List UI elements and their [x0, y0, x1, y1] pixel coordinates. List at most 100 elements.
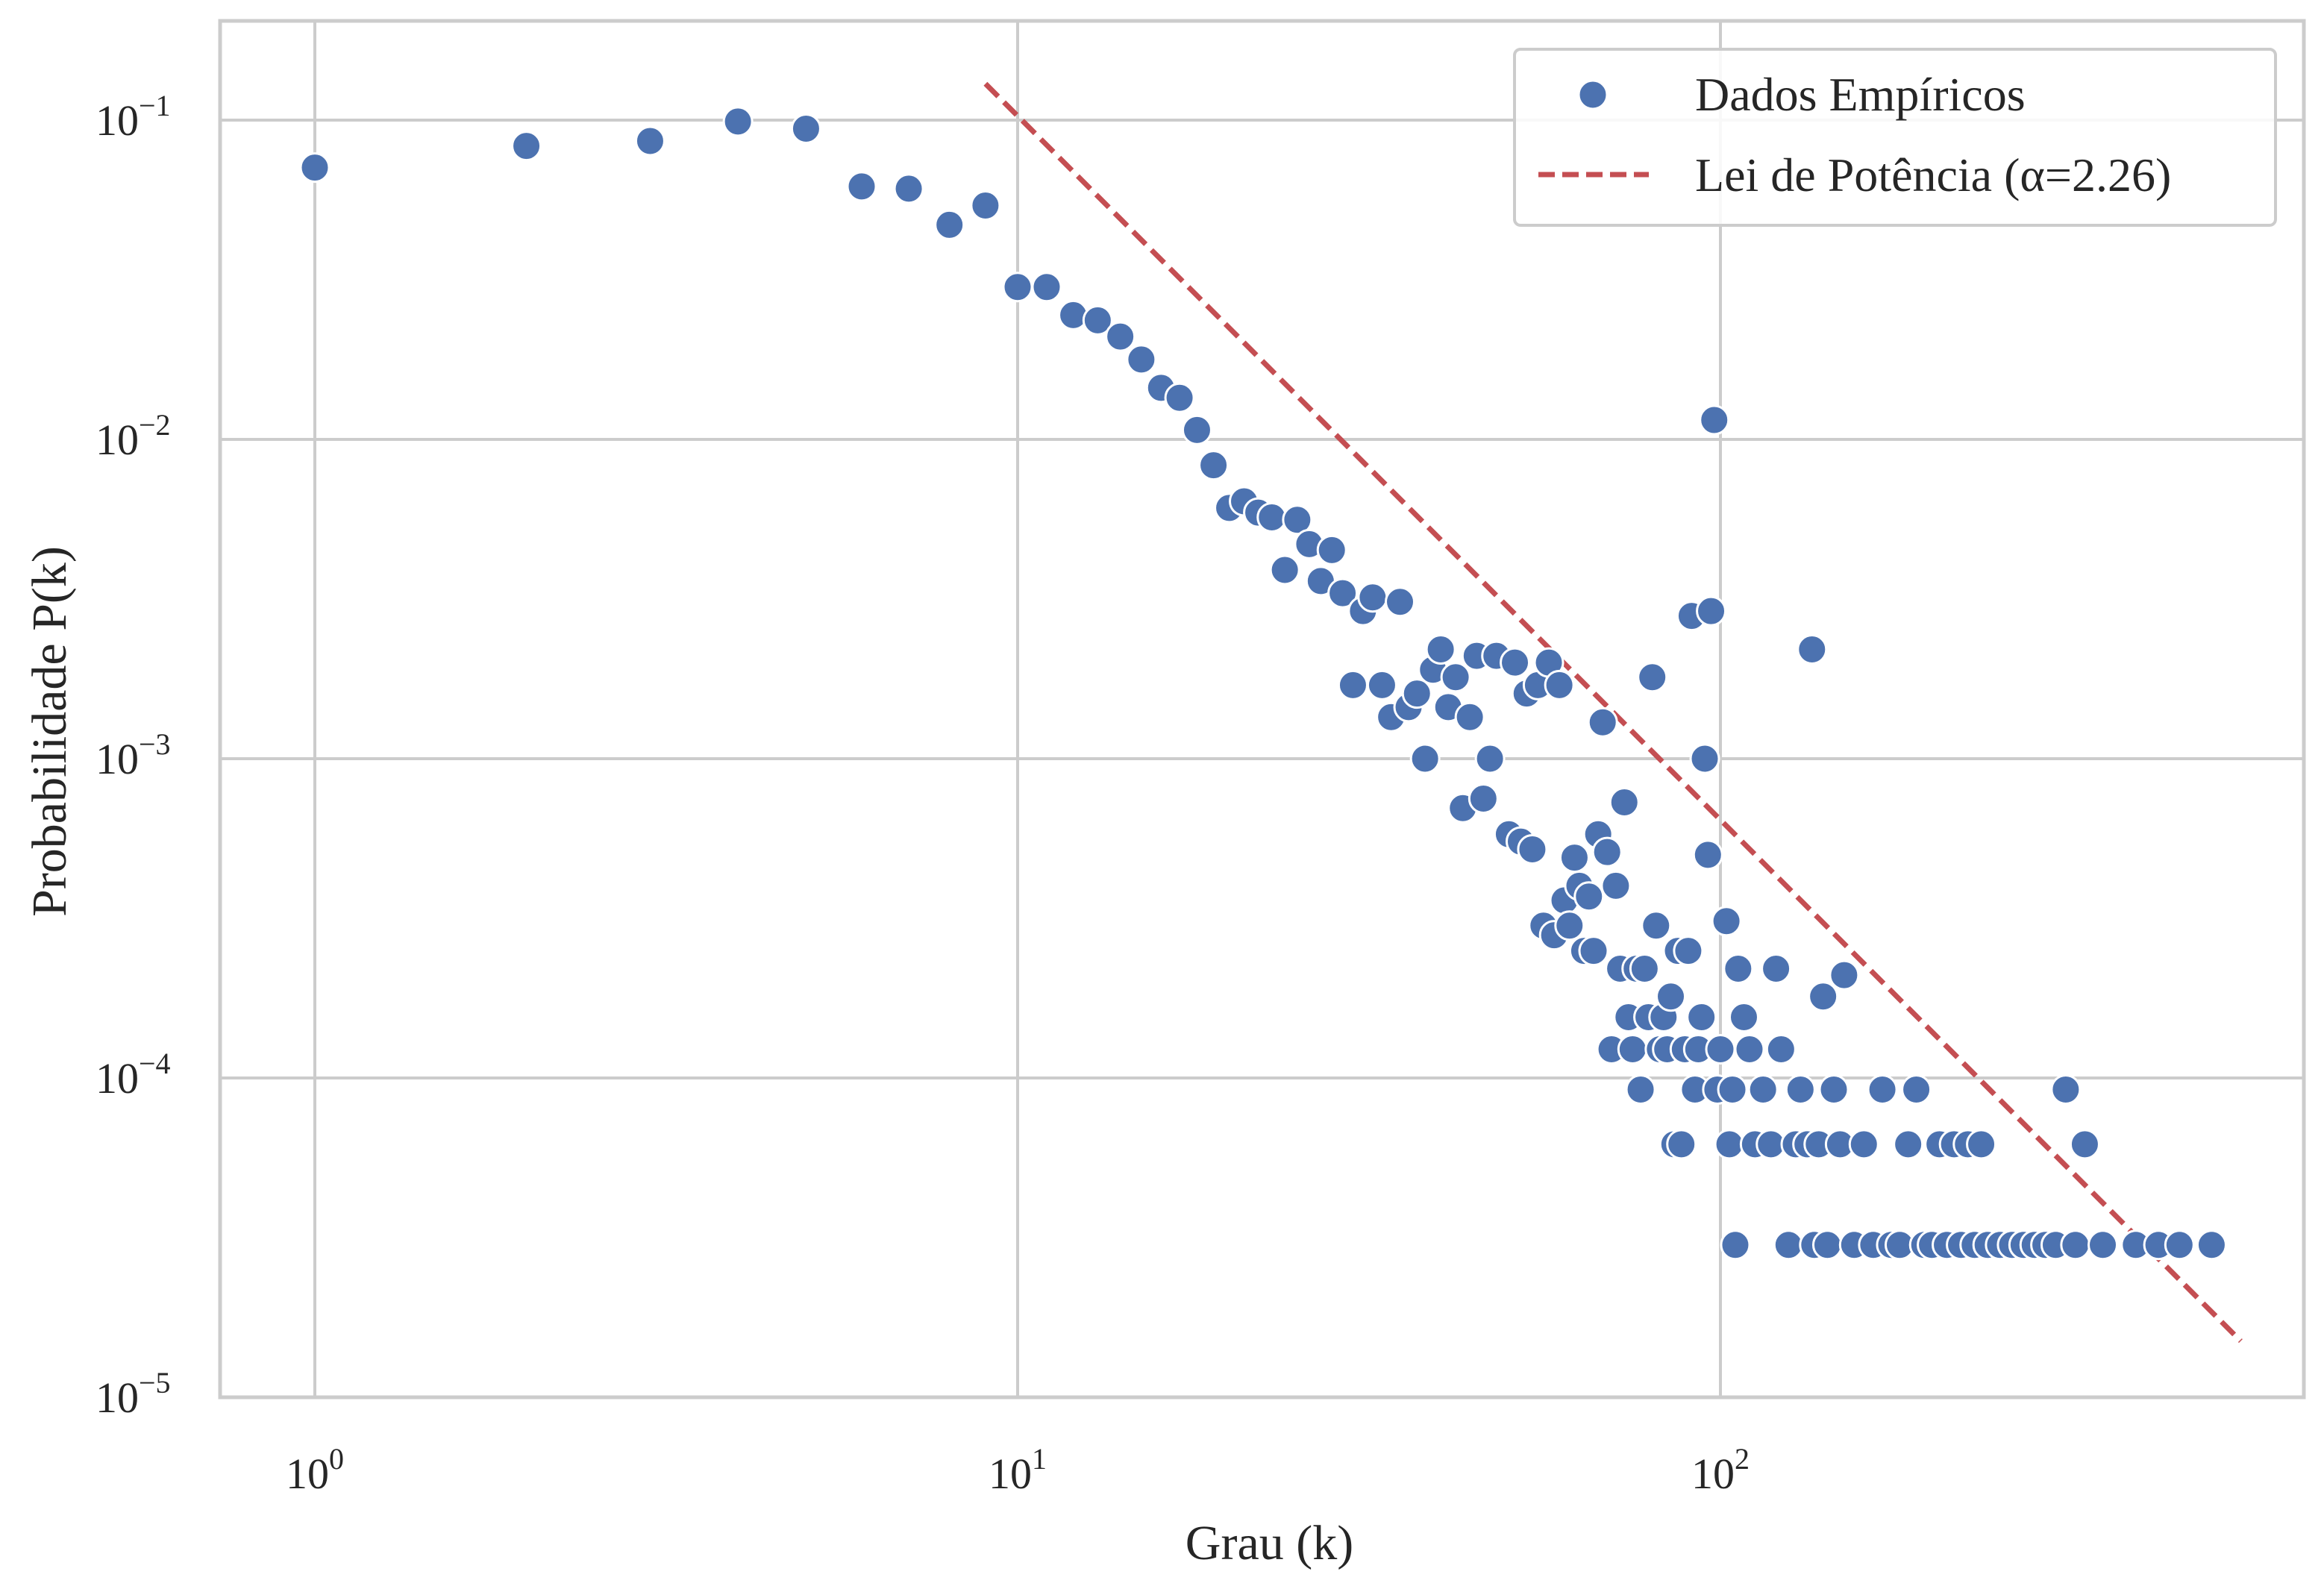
- data-point: [1002, 272, 1033, 303]
- data-point: [1316, 534, 1347, 565]
- data-point: [1893, 1129, 1924, 1160]
- data-point: [1666, 1129, 1697, 1160]
- data-point: [1500, 647, 1531, 678]
- data-point: [1409, 743, 1441, 774]
- data-point: [1031, 272, 1062, 303]
- data-point: [1256, 501, 1288, 533]
- data-point: [1126, 344, 1157, 375]
- data-point: [970, 190, 1001, 222]
- legend: Dados Empíricos Lei de Potência (α=2.26): [1513, 48, 2277, 227]
- data-point: [1573, 881, 1605, 912]
- data-point: [1544, 669, 1575, 701]
- data-point: [790, 113, 821, 145]
- data-point: [1198, 450, 1230, 481]
- data-point: [1696, 595, 1727, 627]
- data-point: [1761, 953, 1792, 984]
- data-point: [1269, 554, 1300, 586]
- data-point: [2060, 1229, 2091, 1261]
- data-point: [1164, 382, 1195, 413]
- data-point: [1385, 586, 1416, 618]
- data-point: [1811, 1229, 1843, 1261]
- data-point: [2087, 1229, 2119, 1261]
- data-point: [1600, 870, 1632, 901]
- data-point: [2050, 1074, 2082, 1105]
- legend-label-fit: Lei de Potência (α=2.26): [1695, 148, 2171, 201]
- data-point: [1474, 743, 1506, 774]
- data-point: [1181, 414, 1212, 445]
- data-point: [1966, 1129, 1997, 1160]
- data-point: [1337, 669, 1368, 701]
- y-tick-label: 10−1: [95, 89, 171, 145]
- data-point: [1454, 701, 1485, 733]
- data-point: [1629, 953, 1660, 984]
- data-point: [2196, 1229, 2227, 1261]
- data-point: [1578, 935, 1609, 967]
- data-point: [1723, 953, 1754, 984]
- data-point: [1559, 842, 1590, 874]
- data-point: [846, 171, 877, 202]
- data-point: [1692, 839, 1723, 871]
- y-tick-label: 10−5: [95, 1366, 171, 1422]
- data-point: [1728, 1002, 1759, 1033]
- x-tick-label: 100: [286, 1442, 344, 1498]
- data-point: [1747, 1074, 1779, 1105]
- data-point: [1617, 1034, 1648, 1065]
- data-point: [1867, 1074, 1898, 1105]
- data-point: [1808, 981, 1839, 1012]
- x-tick-label: 101: [989, 1442, 1047, 1498]
- data-point: [1901, 1074, 1932, 1105]
- data-point: [1554, 910, 1585, 941]
- plot-frame: [218, 19, 2306, 1400]
- data-point: [1357, 582, 1388, 613]
- data-point: [1714, 1129, 1745, 1160]
- data-point: [722, 106, 754, 137]
- data-point: [934, 209, 965, 240]
- data-point: [1366, 669, 1397, 701]
- data-point: [511, 131, 542, 162]
- data-point: [1711, 906, 1742, 937]
- data-point: [1401, 678, 1432, 709]
- data-point: [1587, 706, 1618, 738]
- legend-label-scatter: Dados Empíricos: [1695, 68, 2026, 121]
- data-point: [1785, 1074, 1816, 1105]
- legend-marker-scatter: [1577, 79, 1609, 110]
- data-point: [1720, 1229, 1751, 1261]
- data-point: [299, 152, 331, 184]
- x-tick-label: 102: [1691, 1442, 1750, 1498]
- data-point: [1818, 1074, 1850, 1105]
- data-point: [1765, 1034, 1797, 1065]
- data-point: [1637, 662, 1668, 693]
- data-point: [1717, 1074, 1748, 1105]
- data-point: [1468, 783, 1499, 814]
- data-point: [1656, 981, 1687, 1012]
- data-point: [2164, 1229, 2195, 1261]
- y-tick-label: 10−2: [95, 408, 171, 464]
- data-point: [1609, 786, 1640, 818]
- y-tick-label: 10−3: [95, 727, 171, 783]
- data-point: [1686, 1002, 1717, 1033]
- y-tick-labels: 10−1 10−2 10−3 10−4 10−5: [95, 89, 171, 1422]
- data-point: [1591, 836, 1623, 868]
- data-point: [1699, 404, 1730, 436]
- data-point: [2069, 1129, 2100, 1160]
- data-point: [1797, 633, 1828, 665]
- data-point: [1641, 910, 1672, 941]
- data-point: [893, 173, 924, 204]
- data-point: [1625, 1074, 1656, 1105]
- x-tick-labels: 100 101 102: [286, 1442, 1750, 1498]
- data-point: [634, 125, 665, 157]
- data-point: [1673, 935, 1704, 967]
- y-axis-label: Probabilidade P(k): [22, 546, 77, 917]
- data-point: [1105, 321, 1136, 352]
- data-point: [1517, 834, 1548, 865]
- data-point: [1327, 577, 1359, 609]
- data-point: [1848, 1129, 1879, 1160]
- y-tick-label: 10−4: [95, 1047, 171, 1103]
- data-point: [1734, 1034, 1765, 1065]
- data-point: [1282, 504, 1313, 536]
- data-point: [1425, 633, 1456, 665]
- data-point: [1705, 1034, 1736, 1065]
- data-point: [1440, 662, 1471, 693]
